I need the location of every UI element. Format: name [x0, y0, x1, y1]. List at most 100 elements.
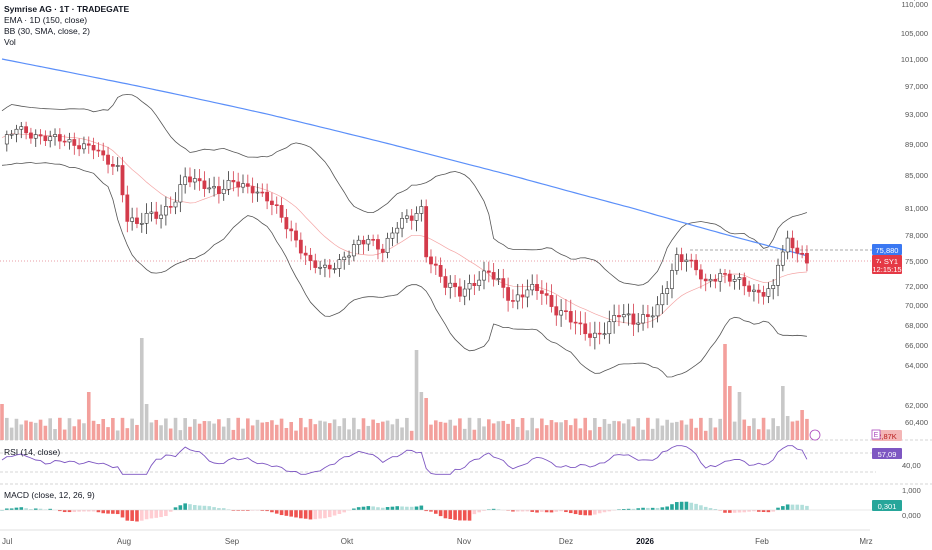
- macd-histogram-bar: [438, 510, 443, 517]
- legend-vol[interactable]: Vol: [4, 37, 16, 47]
- macd-histogram-bar: [607, 510, 612, 512]
- volume-bar: [135, 424, 139, 440]
- candle-body: [438, 265, 443, 277]
- volume-bar: [458, 418, 462, 440]
- candle-body: [192, 178, 197, 183]
- macd-histogram-bar: [395, 506, 400, 510]
- macd-histogram-bar: [159, 510, 163, 518]
- candle-body: [270, 200, 274, 205]
- volume-bar: [467, 417, 472, 440]
- volume-bar: [337, 426, 342, 440]
- ema-value-badge: 75,880: [876, 246, 899, 255]
- volume-bar: [236, 417, 240, 440]
- time-tick-label: Mrz: [859, 537, 872, 546]
- time-axis[interactable]: Jul Aug Sep Okt Nov Dez 2026 Feb Mrz: [0, 529, 873, 546]
- candle-body: [641, 314, 645, 324]
- volume-bar: [289, 422, 293, 440]
- volume-bar: [380, 421, 385, 440]
- macd-histogram-bar: [578, 510, 583, 515]
- macd-histogram-bar: [419, 505, 424, 510]
- macd-histogram-bar: [308, 510, 313, 520]
- legend-title[interactable]: Symrise AG · 1T · TRADEGATE: [4, 4, 130, 14]
- volume-bar: [525, 430, 530, 440]
- candle-body: [723, 273, 727, 275]
- volume-bar: [332, 419, 337, 440]
- candle-body: [265, 191, 270, 202]
- candle-body: [188, 176, 192, 183]
- candle-body: [453, 282, 457, 288]
- macd-histogram-bar: [597, 510, 602, 514]
- volume-bar: [434, 420, 438, 440]
- candle-body: [294, 230, 298, 241]
- macd-histogram-bar: [684, 501, 689, 510]
- candle-body: [376, 239, 380, 250]
- macd-histogram-bar: [294, 510, 298, 518]
- price-tick-label: 81,000: [905, 204, 928, 213]
- ema-line: [1, 58, 808, 257]
- price-tick-label: 93,000: [905, 110, 928, 119]
- macd-histogram-bar: [766, 510, 771, 513]
- macd-histogram-bar: [96, 510, 101, 513]
- macd-histogram-bar: [24, 508, 28, 510]
- candle-body: [323, 264, 327, 268]
- macd-histogram-bar: [641, 507, 645, 510]
- dividend-marker-icon: [809, 429, 821, 441]
- macd-legend[interactable]: MACD (close, 12, 26, 9): [4, 490, 95, 500]
- volume-bar: [212, 423, 216, 440]
- legend-ema[interactable]: EMA · 1D (150, close): [4, 15, 88, 25]
- macd-histogram-bar: [352, 508, 356, 510]
- candle-body: [573, 321, 578, 324]
- macd-histogram-bar: [472, 510, 477, 515]
- price-tick-label: 58,800: [905, 0, 928, 2]
- volume-bar: [443, 422, 448, 440]
- volume-bar: [323, 421, 327, 440]
- volume-bar: [366, 425, 371, 440]
- volume-bar: [207, 421, 212, 440]
- candle-body: [212, 186, 216, 189]
- candle-body: [457, 286, 462, 297]
- candle-body: [366, 239, 371, 245]
- macd-pane: [0, 501, 876, 522]
- rsi-legend[interactable]: RSI (14, close): [4, 447, 61, 457]
- volume-bar: [361, 418, 366, 440]
- volume-bar: [96, 424, 101, 440]
- volume-bar: [506, 423, 510, 440]
- macd-histogram-bar: [356, 507, 361, 510]
- volume-bar: [24, 420, 28, 440]
- volume-bar: [371, 419, 375, 440]
- volume-bar: [487, 419, 491, 440]
- macd-histogram-bar: [178, 505, 183, 510]
- candle-body: [496, 278, 501, 280]
- candle-body: [250, 186, 255, 194]
- volume-bar: [472, 429, 477, 440]
- price-tick-label: 64,000: [905, 361, 928, 370]
- candle-body: [342, 256, 347, 260]
- macd-histogram-bar: [197, 505, 202, 510]
- candle-body: [371, 239, 376, 241]
- macd-histogram-bar: [250, 510, 255, 511]
- macd-histogram-bar: [554, 510, 559, 512]
- macd-histogram-bar: [713, 508, 718, 510]
- macd-histogram-bar: [491, 508, 496, 510]
- volume-bar: [583, 417, 588, 440]
- volume-bar: [168, 428, 173, 440]
- volume-bar: [800, 410, 804, 440]
- volume-bar: [535, 428, 539, 440]
- candle-body: [674, 254, 679, 271]
- volume-bar: [453, 425, 457, 440]
- candle-body: [29, 132, 33, 139]
- candle-body: [38, 134, 43, 137]
- legend-bb[interactable]: BB (30, SMA, close, 2): [4, 26, 90, 36]
- macd-histogram-bar: [361, 506, 366, 510]
- macd-histogram-bar: [342, 510, 347, 513]
- volume-bar: [515, 426, 520, 440]
- price-axis[interactable]: 110,000 105,000 101,000 97,000 93,000 89,000 8…: [901, 0, 928, 427]
- candles: [4, 121, 809, 350]
- macd-zero-label: 0,000: [902, 511, 921, 520]
- volume-bar: [409, 430, 414, 440]
- candle-body: [197, 178, 202, 182]
- volume-bar: [241, 428, 245, 440]
- macd-histogram-bar: [790, 504, 795, 510]
- volume-bar: [86, 392, 91, 440]
